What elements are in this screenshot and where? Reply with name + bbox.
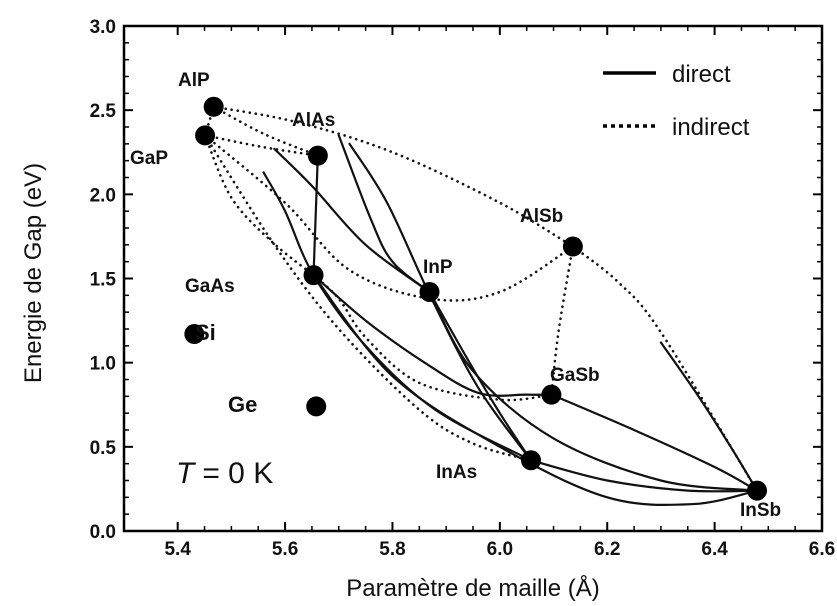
x-tick-label-1: 5.6 <box>272 539 298 560</box>
curve-solid-gaas-insb <box>312 274 759 507</box>
y-tick-label-4: 2.0 <box>90 185 116 206</box>
point-inas <box>520 450 541 471</box>
curve-solid-inp-insb <box>428 290 759 492</box>
curve-dotted-gap-gaas <box>203 134 315 277</box>
curve-solid-gasb-insb <box>550 393 759 492</box>
points-layer: AlP GaP AlAs GaAs InP AlSb GaSb InAs InSb Si Ge <box>130 70 781 521</box>
label-alas: AlAs <box>292 110 335 131</box>
point-gaas <box>303 265 324 286</box>
label-inas: InAs <box>436 462 477 483</box>
temperature-annotation: T = 0 K <box>176 457 273 490</box>
y-tick-label-0: 0.0 <box>90 522 116 543</box>
curve-solid-inas-insb <box>529 459 759 493</box>
point-gasb <box>541 384 562 405</box>
label-inp: InP <box>423 257 453 278</box>
curve-dotted-gap-alas <box>203 134 320 157</box>
x-tick-label-2: 5.8 <box>379 539 405 560</box>
curve-solid-inp-inas <box>428 290 533 462</box>
point-alas <box>307 145 328 166</box>
label-ge: Ge <box>228 392 257 417</box>
label-gaas: GaAs <box>185 276 235 297</box>
curve-dotted-alsb-insb <box>571 245 759 492</box>
point-alsb <box>562 236 583 257</box>
x-tick-label-6: 6.6 <box>809 539 835 560</box>
x-tick-label-3: 6.0 <box>487 539 513 560</box>
point-alp <box>203 96 224 117</box>
point-si <box>184 324 205 345</box>
legend-label-direct: direct <box>672 61 731 88</box>
label-gasb: GaSb <box>550 365 600 386</box>
temperature-value: = 0 K <box>202 457 273 490</box>
curve-dotted-alp-alsb <box>212 105 575 248</box>
point-ge <box>306 396 327 417</box>
curve-solid-gaas-inas <box>262 171 533 462</box>
point-gap <box>195 125 216 146</box>
ticks-layer: 5.4 5.6 5.8 6.0 6.2 6.4 6.6 0.0 0.5 1.0 1.5 2.0 2.5 3… <box>90 17 836 560</box>
point-insb <box>747 480 768 501</box>
point-inp <box>419 281 440 302</box>
curve-solid-alas-gaas <box>312 154 319 277</box>
label-alsb: AlSb <box>520 206 563 227</box>
label-insb: InSb <box>740 500 781 521</box>
curve-dotted-alp-alas <box>212 105 320 157</box>
curve-dotted-gap-inas <box>203 134 533 462</box>
x-tick-label-5: 6.4 <box>701 539 728 560</box>
curve-solid-alp-inp <box>337 134 431 294</box>
curves-layer <box>203 105 759 507</box>
curve-solid-gaas-gasb <box>312 274 553 397</box>
x-tick-label-0: 5.4 <box>164 539 191 560</box>
curve-solid-gap-inp <box>273 147 431 294</box>
y-tick-label-6: 3.0 <box>90 17 116 38</box>
y-tick-label-1: 0.5 <box>90 438 117 459</box>
legend-label-indirect: indirect <box>672 114 750 141</box>
curve-dotted-gap-alsb <box>203 134 575 302</box>
temperature-symbol: T <box>176 457 197 490</box>
label-gap: GaP <box>130 148 168 169</box>
label-si: Si <box>195 320 216 345</box>
curve-dotted-alsb-gasb <box>550 245 575 396</box>
x-axis-title: Paramètre de maille (Å) <box>346 574 599 602</box>
legend: direct indirect <box>603 61 750 141</box>
y-tick-label-3: 1.5 <box>90 270 117 291</box>
curve-solid-alsb-insb <box>659 341 759 492</box>
label-alp: AlP <box>178 70 210 91</box>
y-axis-title: Energie de Gap (eV) <box>20 163 47 383</box>
y-tick-label-5: 2.5 <box>90 101 117 122</box>
y-tick-label-2: 1.0 <box>90 354 116 375</box>
x-tick-label-4: 6.2 <box>594 539 620 560</box>
